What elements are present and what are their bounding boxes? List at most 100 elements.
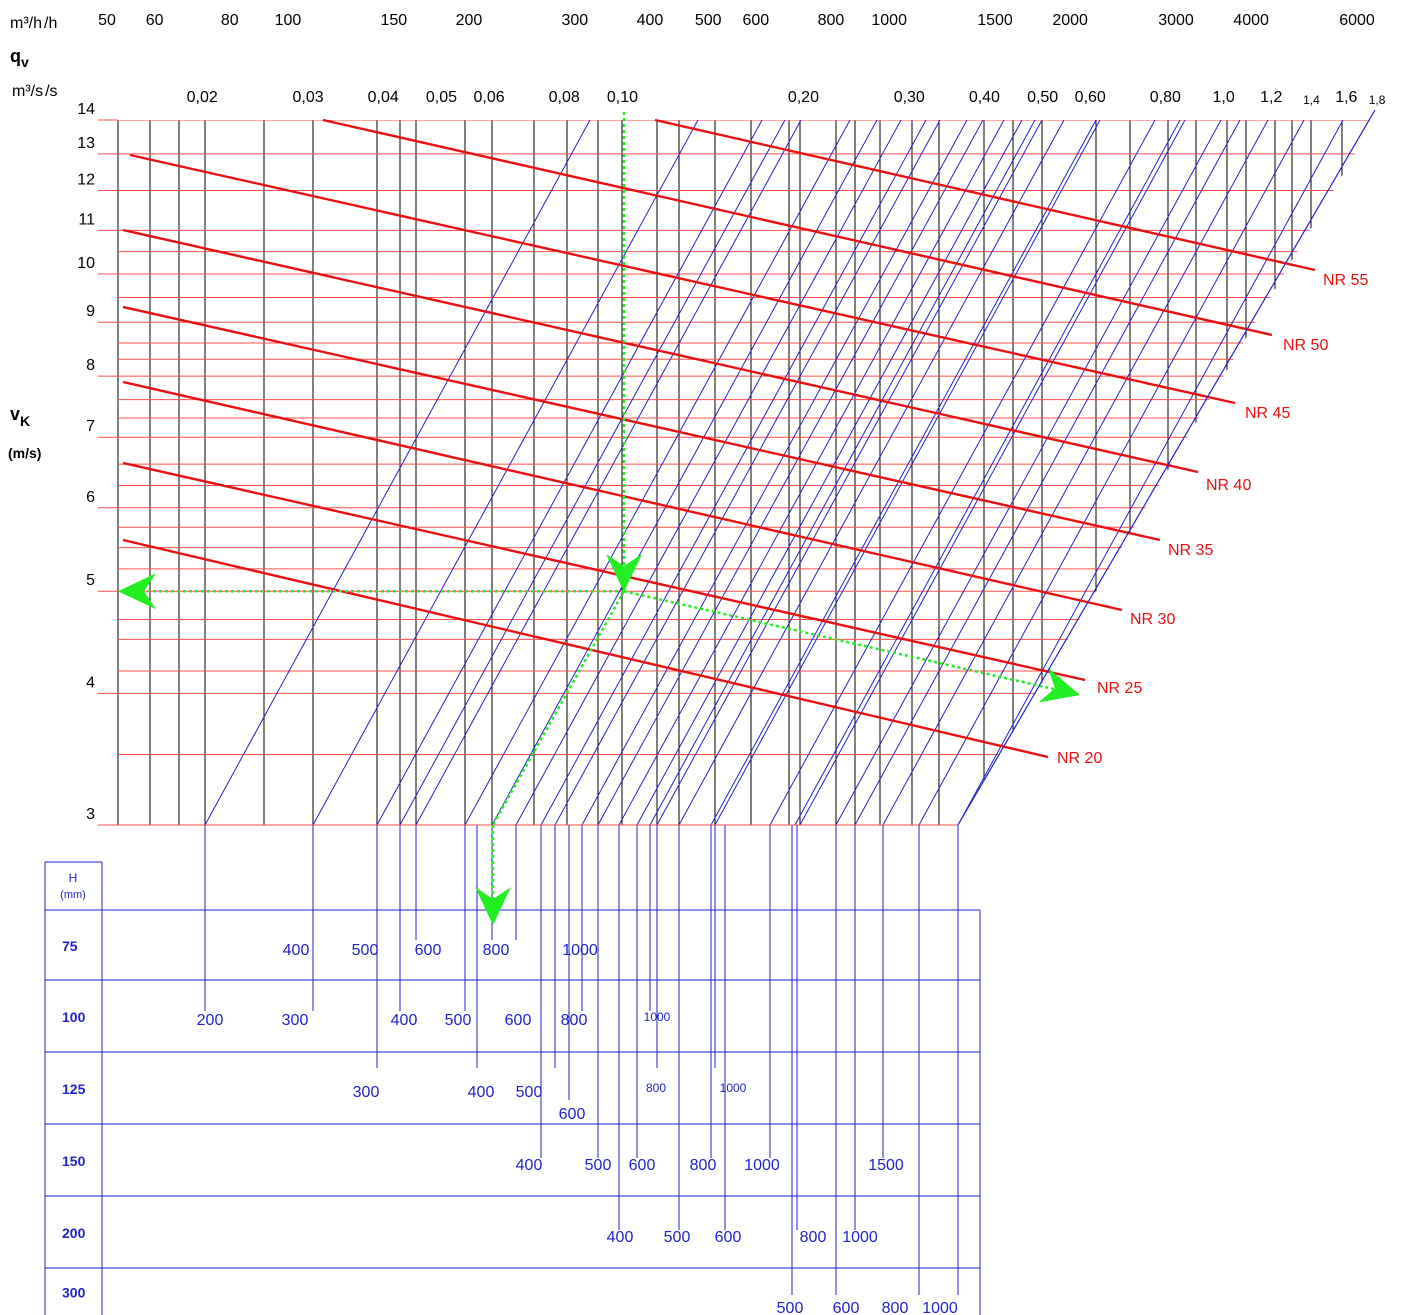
- m3h-tick-label: 6000: [1339, 12, 1375, 29]
- duct-size-line: [597, 120, 984, 825]
- duct-size-line: [882, 120, 1269, 825]
- nr-curves: NR 20 NR 25 NR 30 NR 35 NR 40 NR 45 NR 50 NR 55: [122, 118, 1368, 767]
- arrow-down-table-icon-head: [475, 887, 511, 925]
- velocity-tick-label: 12: [77, 172, 95, 189]
- arrow-down-icon: [606, 554, 642, 592]
- arrow-down-table-icon: [475, 887, 511, 925]
- length-label: 1000: [744, 1157, 780, 1174]
- table-row-h: 125: [62, 1081, 86, 1097]
- m3s-tick-label: 1,4: [1303, 93, 1320, 107]
- m3h-tick-label: 1000: [871, 12, 907, 29]
- example-path-duct: [491, 590, 626, 826]
- length-label: 1000: [644, 1010, 671, 1024]
- length-label: 600: [415, 942, 442, 959]
- length-label: 200: [197, 1012, 224, 1029]
- arrow-down-icon-head: [606, 554, 642, 592]
- duct-size-line: [714, 120, 1101, 825]
- m3s-tick-label: 0,80: [1150, 89, 1181, 106]
- nr-curve-label: NR 45: [1245, 405, 1290, 422]
- m3h-tick-label: 200: [456, 12, 483, 29]
- duct-size-line: [464, 120, 851, 825]
- duct-size-line: [515, 120, 902, 825]
- table-row-h: 300: [62, 1285, 86, 1301]
- table-header-h: H: [69, 871, 78, 885]
- length-label: 300: [282, 1012, 309, 1029]
- velocity-tick-label: 7: [86, 418, 95, 435]
- m3s-unit-label: m³/s/s: [12, 83, 58, 100]
- length-label: 500: [352, 942, 379, 959]
- length-label: 800: [800, 1229, 827, 1246]
- length-label: 1000: [842, 1229, 878, 1246]
- length-label: 500: [516, 1084, 543, 1101]
- nr-curve-label: NR 40: [1206, 477, 1251, 494]
- length-label: 1500: [868, 1157, 904, 1174]
- arrow-left-icon-head: [118, 573, 156, 610]
- nr-curve-label: NR 30: [1130, 611, 1175, 628]
- table-header-unit: (mm): [60, 889, 86, 901]
- length-label: 400: [607, 1229, 634, 1246]
- m3h-tick-label: 50: [98, 12, 116, 29]
- m3s-tick-label: 0,02: [187, 89, 218, 106]
- example-path-noise: [623, 589, 1059, 692]
- length-label: 600: [629, 1157, 656, 1174]
- arrow-left-icon: [118, 573, 156, 610]
- m3s-tick-label: 0,30: [894, 89, 925, 106]
- duct-size-line: [656, 120, 1043, 825]
- m3h-tick-label: 4000: [1233, 12, 1269, 29]
- nr-curve: [122, 305, 1161, 542]
- arrow-right-icon: [1038, 667, 1080, 703]
- chart-grid: [117, 120, 1370, 825]
- duct-size-line: [204, 120, 591, 825]
- m3h-tick-label: 60: [146, 12, 164, 29]
- m3h-tick-label: 150: [380, 12, 407, 29]
- table-row-h: 200: [62, 1225, 86, 1241]
- table-row-h: 75: [62, 938, 78, 954]
- duct-size-line: [554, 120, 941, 825]
- m3s-tick-label: 0,10: [607, 89, 638, 106]
- nr-curve: [122, 228, 1199, 474]
- nr-curve: [654, 118, 1316, 272]
- length-label: 1000: [720, 1081, 747, 1095]
- length-label: 800: [690, 1157, 717, 1174]
- duct-size-line: [799, 120, 1186, 825]
- m3s-tick-label: 0,06: [473, 89, 504, 106]
- nr-curve-label: NR 55: [1323, 272, 1368, 289]
- nr-curve: [322, 118, 1273, 337]
- m3s-tick-label: 0,50: [1027, 89, 1058, 106]
- table-row-h: 100: [62, 1009, 86, 1025]
- length-label: 1000: [922, 1300, 958, 1315]
- velocity-unit-label: (m/s): [8, 445, 41, 461]
- duct-size-line: [376, 120, 763, 825]
- duct-size-line: [957, 120, 1344, 825]
- length-label: 300: [353, 1084, 380, 1101]
- velocity-tick-label: 9: [86, 303, 95, 320]
- plot-boundary-line: [957, 109, 1376, 826]
- axis-labels: m³/h/h qv m³/s/s vK (m/s) 50 60 80 100 150 20…: [8, 12, 1386, 826]
- velocity-tick-label: 11: [78, 211, 95, 228]
- length-label: 600: [715, 1229, 742, 1246]
- example-path: [118, 112, 1080, 925]
- length-label: 800: [483, 942, 510, 959]
- m3h-tick-label: 2000: [1052, 12, 1088, 29]
- duct-size-line: [415, 120, 802, 825]
- length-label: 500: [585, 1157, 612, 1174]
- duct-size-line: [312, 120, 699, 825]
- m3h-unit-label: m³/h/h: [10, 15, 57, 32]
- velocity-tick-label: 6: [86, 489, 95, 506]
- length-label: 800: [561, 1012, 588, 1029]
- m3s-tick-label: 0,08: [549, 89, 580, 106]
- arrow-right-icon-head: [1038, 667, 1080, 703]
- length-table: H (mm) 75 400 500 600 800 1000 100 200 300 400 500 60…: [44, 824, 981, 1315]
- duct-size-line: [835, 120, 1222, 825]
- duct-size-lines: [204, 120, 1344, 825]
- m3h-tick-label: 600: [742, 12, 769, 29]
- duct-size-line: [581, 120, 968, 825]
- velocity-tick-label: 13: [77, 135, 95, 152]
- velocity-tick-label: 5: [86, 572, 95, 589]
- duct-size-line: [636, 120, 1023, 825]
- length-label: 400: [516, 1157, 543, 1174]
- nr-curve: [129, 153, 1236, 405]
- nr-curve: [122, 538, 1049, 759]
- m3s-tick-label: 0,03: [293, 89, 324, 106]
